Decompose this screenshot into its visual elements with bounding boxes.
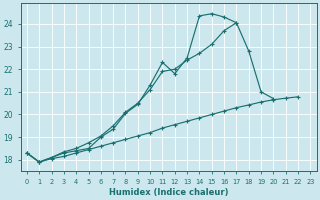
X-axis label: Humidex (Indice chaleur): Humidex (Indice chaleur) bbox=[109, 188, 228, 197]
